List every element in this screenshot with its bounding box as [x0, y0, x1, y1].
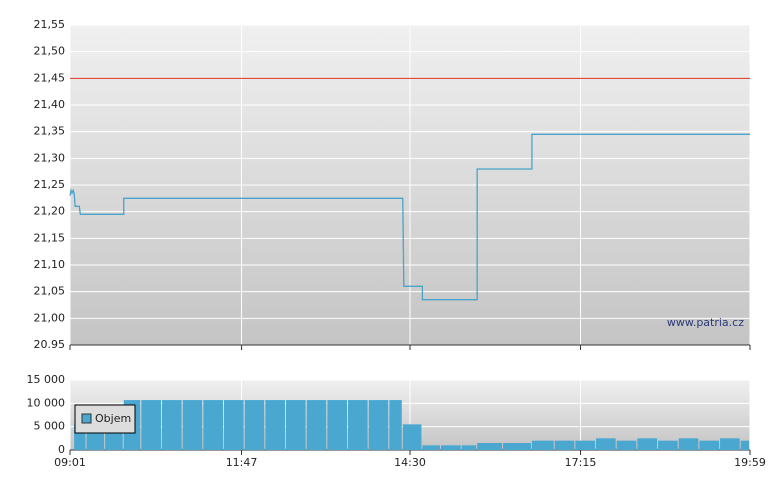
y-tick-label: 21,35: [34, 125, 66, 138]
volume-bar: [223, 400, 244, 450]
y-tick-label: 5 000: [34, 420, 66, 433]
y-tick-label: 0: [58, 443, 65, 456]
y-tick-label: 21,40: [34, 98, 66, 111]
x-tick-label: 19:59: [734, 456, 766, 469]
x-tick-label: 11:47: [226, 456, 258, 469]
y-tick-label: 21,30: [34, 151, 66, 164]
volume-bar: [74, 424, 86, 450]
volume-bar: [368, 400, 389, 450]
y-tick-label: 21,45: [34, 71, 66, 84]
price-line: [69, 133, 750, 301]
volume-bar: [182, 400, 203, 450]
volume-bar: [306, 400, 327, 450]
volume-bar: [575, 440, 596, 450]
volume-bar: [554, 440, 575, 450]
y-tick-label: 21,20: [34, 205, 66, 218]
y-tick-label: 21,50: [34, 45, 66, 58]
volume-bar: [461, 445, 477, 450]
volume-bar: [402, 424, 422, 450]
y-tick-label: 21,25: [34, 178, 66, 191]
y-tick-label: 20.95: [34, 338, 66, 351]
volume-bar: [285, 400, 306, 450]
x-tick-label: 17:15: [565, 456, 597, 469]
y-tick-label: 21,15: [34, 231, 66, 244]
volume-bar: [347, 400, 368, 450]
watermark: www.patria.cz: [667, 316, 744, 329]
volume-bar: [203, 400, 223, 450]
volume-bar: [596, 438, 616, 450]
y-tick-label: 21,00: [34, 311, 66, 324]
volume-bar: [441, 445, 461, 450]
volume-bar: [720, 438, 740, 450]
volume-bar: [616, 440, 637, 450]
y-tick-label: 21,55: [34, 18, 66, 31]
volume-bar: [503, 443, 531, 450]
x-tick-label: 14:30: [394, 456, 426, 469]
volume-bar: [422, 445, 441, 450]
volume-bar: [161, 400, 182, 450]
x-tick-label: 09:01: [54, 456, 86, 469]
y-tick-label: 21,05: [34, 285, 66, 298]
volume-bar: [531, 440, 554, 450]
volume-bar: [327, 400, 347, 450]
volume-bar: [637, 438, 658, 450]
volume-bar: [740, 440, 749, 450]
y-tick-label: 15 000: [27, 373, 66, 386]
legend-swatch: [81, 413, 92, 424]
volume-bar: [389, 400, 402, 450]
legend-label: Objem: [95, 412, 131, 425]
y-tick-label: 10 000: [27, 396, 66, 409]
volume-bar: [265, 400, 285, 450]
volume-bar: [699, 440, 720, 450]
volume-bar: [141, 400, 161, 450]
volume-bar: [477, 443, 503, 450]
volume-bar: [678, 438, 699, 450]
volume-bar: [658, 440, 678, 450]
volume-bar: [244, 400, 265, 450]
y-tick-label: 21,10: [34, 258, 66, 271]
